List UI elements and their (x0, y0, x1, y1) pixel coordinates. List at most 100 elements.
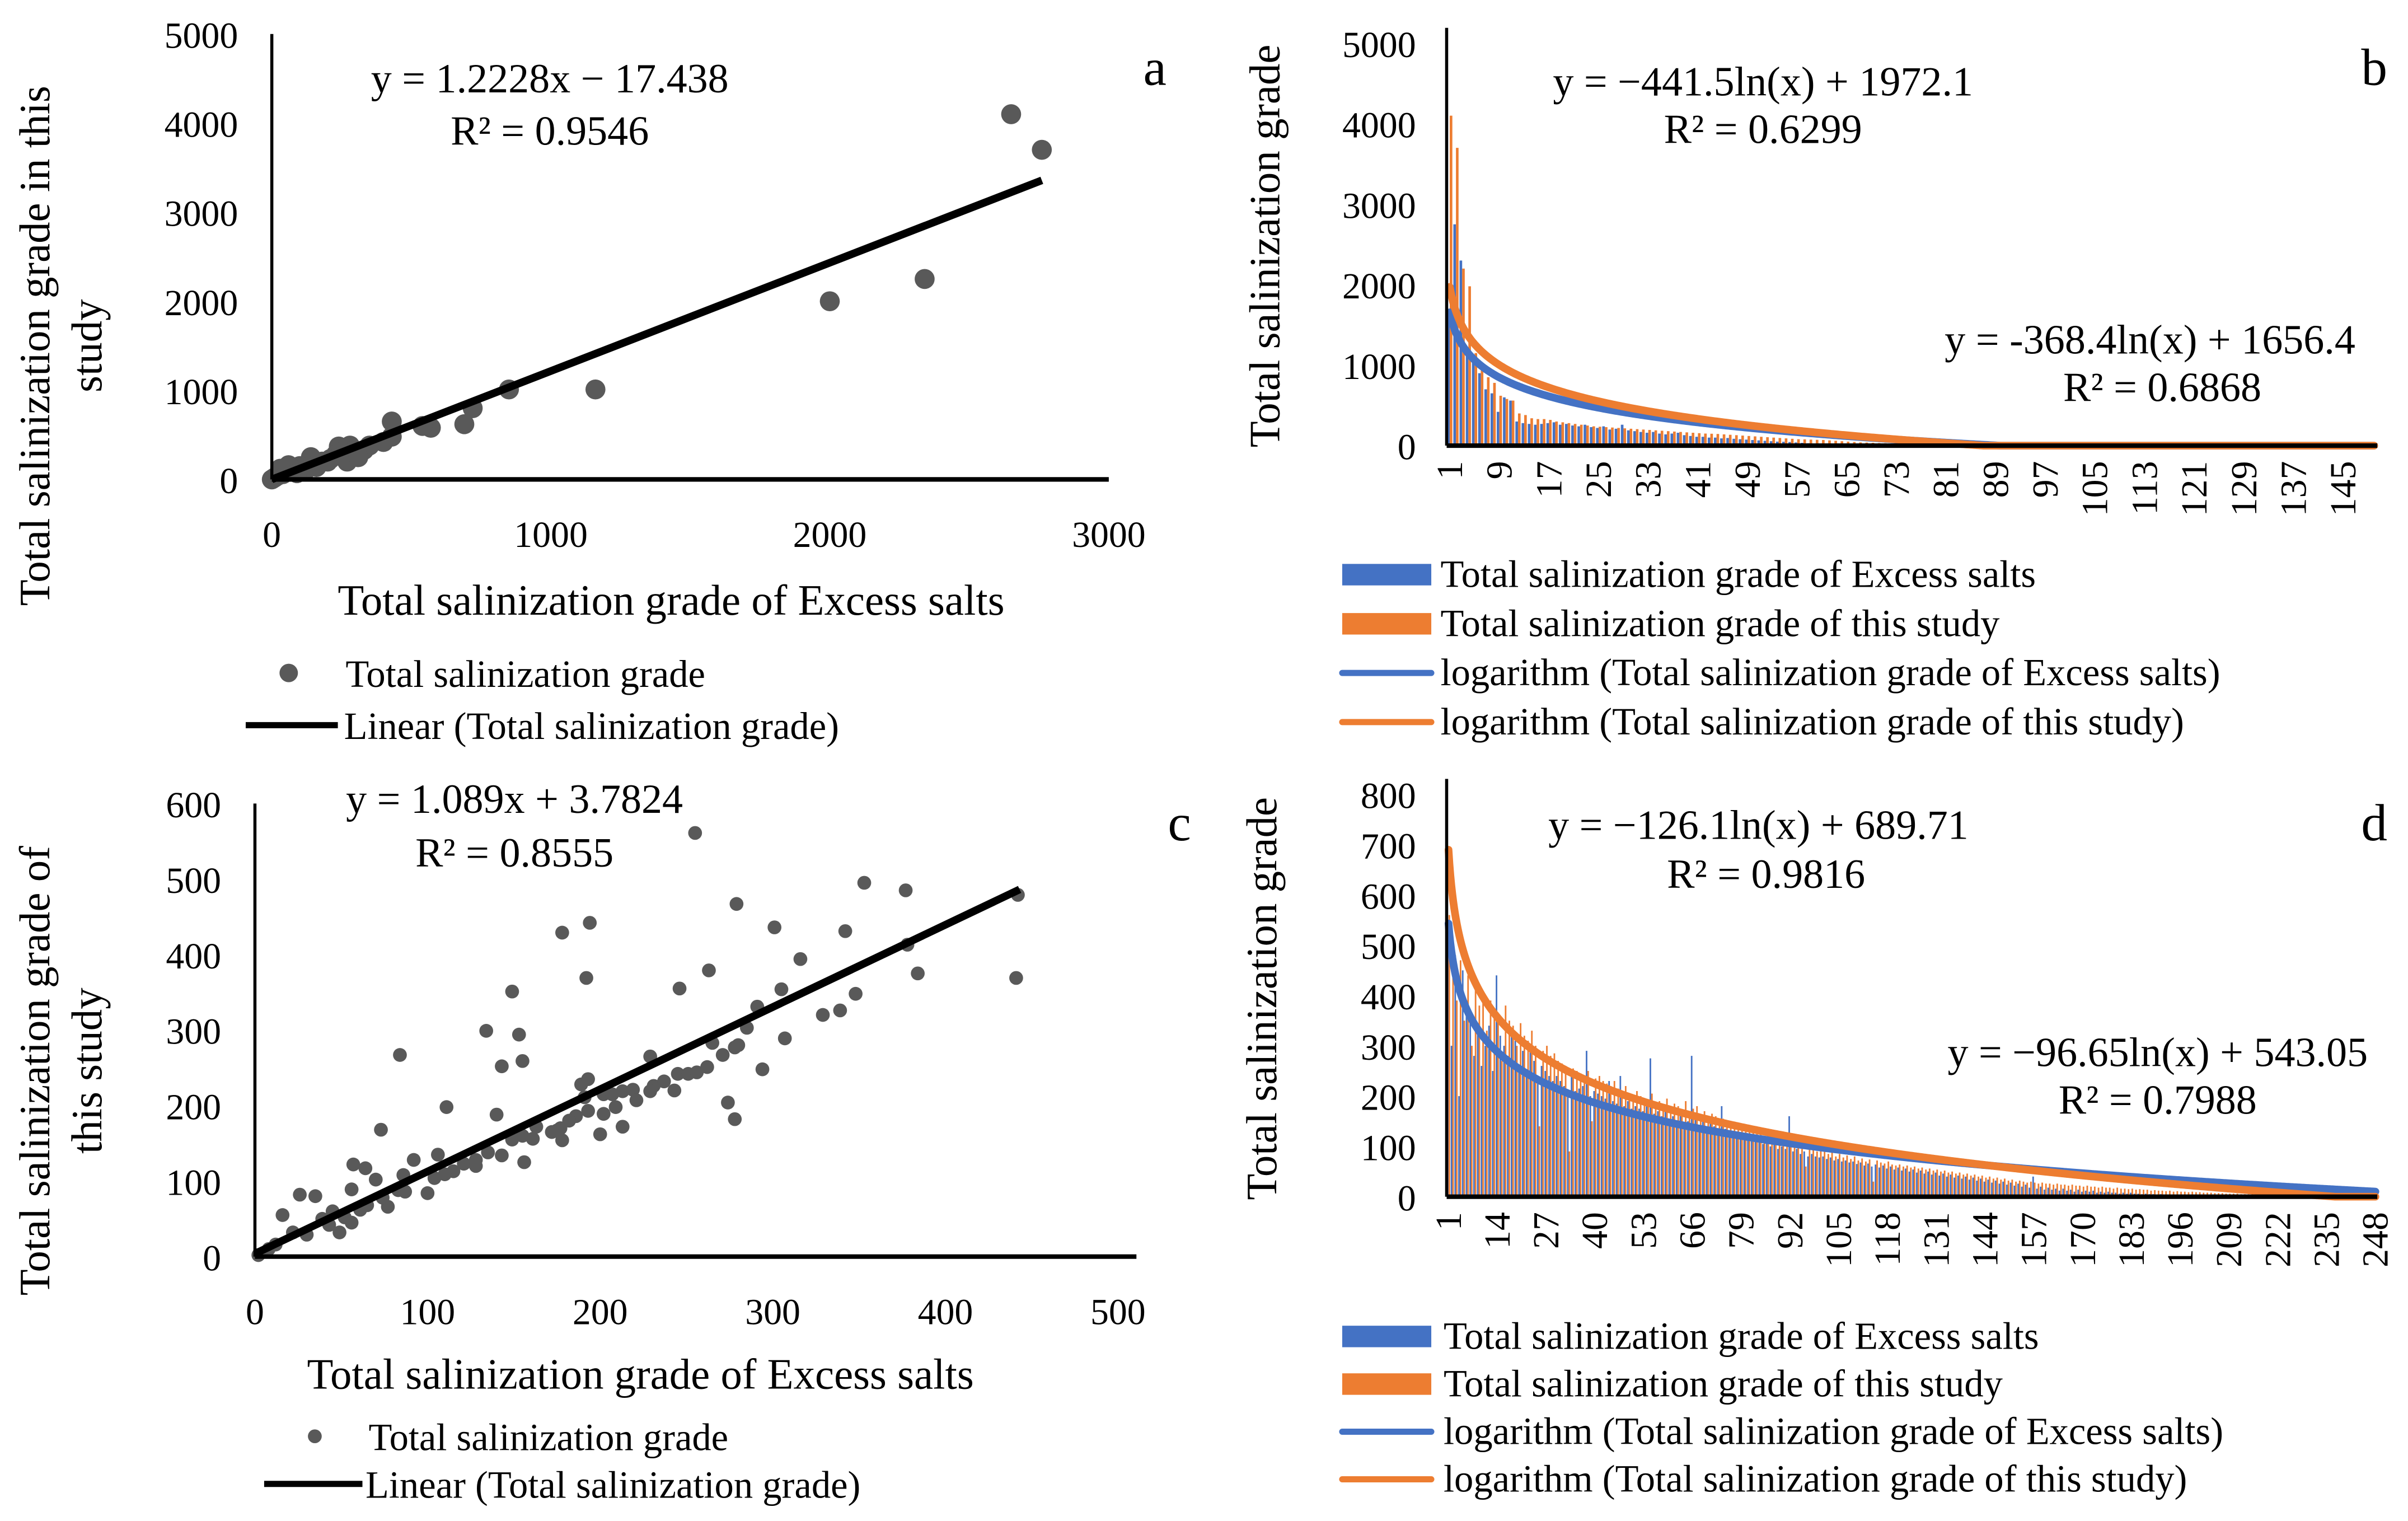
d-bar-excess-salts (1589, 1096, 1591, 1197)
b-bar-this-study (1530, 418, 1533, 446)
c-data-point (721, 1096, 735, 1110)
c-data-point (629, 1093, 644, 1107)
a-linear-trendline (270, 176, 1043, 483)
b-bar-this-study (1599, 427, 1601, 446)
b-bar-excess-salts (1745, 439, 1748, 446)
panel-d-legend-study-bar: Total salinization grade of this study (1444, 1362, 2003, 1405)
d-bar-this-study (1940, 1171, 1942, 1197)
d-bar-this-study (1910, 1167, 1912, 1197)
a-data-point (382, 411, 402, 432)
d-bar-this-study (1643, 1098, 1646, 1197)
d-bar-excess-salts (1743, 1139, 1745, 1197)
b-bar-excess-salts (1558, 424, 1562, 446)
d-bar-this-study (1782, 1139, 1784, 1197)
b-x-tick-label: 17 (1529, 461, 1570, 498)
d-bar-this-study (1959, 1172, 1961, 1197)
b-bar-excess-salts (1683, 435, 1686, 446)
c-x-tick-label: 200 (573, 1291, 628, 1332)
d-bar-excess-salts (2084, 1190, 2087, 1197)
panel-b-marks: 1 9 17 25 33 41 49 57 65 73 81 89 97 105 113 121 129 137 1… (1342, 25, 2378, 516)
d-bar-this-study (1632, 1096, 1634, 1197)
c-data-point (857, 876, 872, 890)
d-bar-this-study (1681, 1111, 1683, 1197)
d-bar-this-study (1763, 1136, 1765, 1197)
d-bar-excess-salts (1781, 1146, 1783, 1197)
d-bar-this-study (2071, 1185, 2073, 1197)
d-bar-excess-salts (1983, 1181, 1985, 1197)
d-bar-this-study (1887, 1161, 1890, 1197)
d-y-tick-label: 700 (1361, 826, 1416, 867)
d-bar-excess-salts (1890, 1166, 1891, 1197)
c-data-point (430, 1148, 445, 1162)
d-bar-excess-salts (1893, 1169, 1895, 1197)
b-x-tick-label: 113 (2124, 461, 2165, 514)
c-data-point (427, 1171, 442, 1185)
d-bar-this-study (2128, 1189, 2130, 1197)
d-bar-excess-salts (1675, 1121, 1678, 1197)
d-bar-excess-salts (1792, 1151, 1794, 1197)
c-data-point (608, 1100, 623, 1114)
d-bar-this-study (1812, 1149, 1814, 1197)
panel-c-y-axis-label-line2: this study (63, 988, 111, 1154)
d-bar-this-study (1512, 1026, 1514, 1197)
panel-d-equation-this-study: y = −126.1ln(x) + 689.71 (1548, 802, 1969, 848)
d-bar-excess-salts (2100, 1191, 2102, 1197)
d-bar-this-study (2090, 1186, 2092, 1197)
d-bar-this-study (1734, 1126, 1736, 1197)
d-bar-this-study (2041, 1182, 2043, 1197)
d-bar-this-study (1674, 1103, 1675, 1197)
b-x-tick-label: 41 (1678, 461, 1718, 498)
b-bar-excess-salts (1757, 440, 1760, 446)
c-data-point (346, 1157, 360, 1172)
c-data-point (777, 1031, 792, 1046)
d-bar-this-study (1557, 1061, 1559, 1197)
c-data-point (481, 1145, 495, 1159)
d-bar-this-study (1831, 1152, 1833, 1197)
b-bar-this-study (1772, 437, 1775, 446)
d-bar-this-study (1621, 1091, 1623, 1197)
d-bar-excess-salts (1721, 1106, 1723, 1197)
c-data-point (597, 1107, 611, 1121)
d-bar-this-study (1816, 1151, 1818, 1197)
d-bar-excess-salts (1919, 1170, 1922, 1197)
b-bar-this-study (1791, 438, 1794, 446)
b-bar-this-study (1456, 148, 1459, 446)
d-bar-this-study (2165, 1191, 2167, 1197)
b-bar-this-study (1679, 432, 1682, 446)
d-bar-excess-salts (1931, 1174, 1933, 1197)
d-bar-this-study (1917, 1168, 1919, 1197)
d-bar-excess-salts (1878, 1167, 1880, 1197)
d-bar-this-study (1846, 1155, 1848, 1197)
d-bar-excess-salts (1698, 1126, 1700, 1197)
d-bar-excess-salts (1657, 1111, 1659, 1197)
d-bar-this-study (2011, 1180, 2013, 1197)
d-bar-this-study (2169, 1190, 2171, 1197)
d-bar-excess-salts (1650, 1058, 1651, 1197)
c-data-point (833, 1003, 847, 1018)
b-bar-this-study (1493, 382, 1496, 446)
b-x-tick-label: 81 (1926, 461, 1967, 498)
d-bar-this-study (1584, 1076, 1586, 1197)
d-bar-excess-salts (1623, 1106, 1625, 1197)
b-bar-excess-salts (1608, 429, 1611, 446)
b-bar-excess-salts (1564, 424, 1568, 446)
d-bar-excess-salts (1856, 1164, 1858, 1197)
panel-a-legend-marker-icon (279, 663, 298, 682)
b-x-tick-label: 33 (1628, 461, 1669, 498)
d-bar-this-study (1726, 1124, 1728, 1197)
d-bar-excess-salts (1706, 1129, 1708, 1197)
d-bar-this-study (1546, 1046, 1548, 1197)
b-y-tick-label: 4000 (1342, 105, 1416, 146)
d-bar-excess-salts (1796, 1149, 1798, 1197)
d-bar-excess-salts (1953, 1177, 1955, 1197)
b-x-tick-label: 89 (1975, 461, 2016, 498)
d-bar-this-study (2004, 1178, 2006, 1197)
d-bar-this-study (1688, 1113, 1690, 1197)
d-bar-excess-salts (1942, 1173, 1944, 1197)
d-log-trendline-this-study (1444, 846, 2379, 1201)
b-bar-excess-salts (1658, 433, 1661, 446)
d-bar-excess-salts (1514, 1041, 1516, 1197)
d-bar-excess-salts (1694, 1116, 1697, 1197)
panel-b-legend-study-log: logarithm (Total salinization grade of t… (1441, 700, 2184, 743)
